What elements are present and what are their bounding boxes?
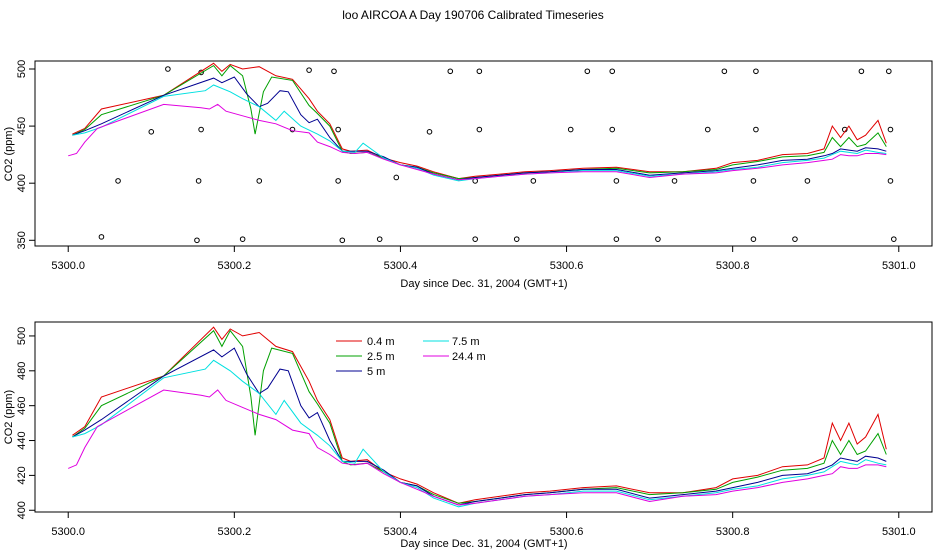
- calibration-point: [567, 126, 574, 133]
- bottom-x-axis-label: Day since Dec. 31, 2004 (GMT+1): [400, 538, 567, 550]
- calibration-point: [858, 68, 865, 75]
- calibration-point: [887, 178, 894, 184]
- calibration-point: [887, 126, 894, 133]
- top-y-axis-label: CO2 (ppm): [3, 127, 15, 181]
- figure-title: loo AIRCOA A Day 190706 Calibrated Times…: [342, 8, 603, 22]
- calibration-point: [753, 68, 759, 75]
- legend-label-2-5m: 2.5 m: [367, 351, 395, 363]
- bottom-series-lines: [68, 326, 887, 508]
- legend-label-5m: 5 m: [367, 366, 385, 378]
- bottom-plot-frame: [34, 321, 933, 513]
- bottom-y-tick-label: 400: [16, 501, 28, 519]
- calibration-point: [476, 126, 483, 133]
- calibration-point: [393, 174, 400, 181]
- calibration-point: [890, 236, 897, 242]
- calibration-point: [98, 234, 105, 240]
- legend-label-24-4m: 24.4 m: [452, 351, 486, 363]
- calibration-point: [331, 68, 337, 75]
- top-series-line-0-4-m: [72, 62, 887, 180]
- bottom-series-line-24-4-m: [68, 389, 887, 506]
- calibration-point: [335, 178, 341, 184]
- calibration-point: [655, 236, 661, 242]
- calibration-point: [750, 178, 757, 184]
- top-calibration-points: [98, 66, 897, 244]
- bottom-y-tick-label: 500: [16, 327, 28, 345]
- top-x-tick-label: 5301.0: [882, 260, 916, 272]
- top-y-axis: 350 400 450 500: [16, 60, 35, 249]
- bottom-x-tick-label: 5300.2: [218, 526, 252, 538]
- bottom-x-tick-label: 5300.6: [550, 526, 584, 538]
- top-x-tick-label: 5300.6: [550, 260, 584, 272]
- bottom-series-line-2-5-m: [72, 329, 887, 504]
- calibration-point: [750, 236, 757, 242]
- calibration-point: [239, 236, 246, 242]
- top-panel: 5300.0 5300.2 5300.4 5300.6 5300.8 5301.0 350…: [3, 60, 933, 290]
- top-y-tick-label: 350: [16, 231, 28, 249]
- calibration-point: [335, 126, 341, 133]
- calibration-point: [195, 178, 202, 184]
- calibration-point: [584, 68, 591, 75]
- calibration-point: [886, 68, 892, 75]
- top-y-tick-label: 450: [16, 117, 28, 135]
- top-series-lines: [68, 62, 887, 182]
- calibration-point: [513, 236, 520, 242]
- top-x-tick-label: 5300.0: [51, 260, 85, 272]
- bottom-x-tick-label: 5301.0: [882, 526, 916, 538]
- calibration-point: [704, 126, 711, 133]
- bottom-x-axis: 5300.0 5300.2 5300.4 5300.6 5300.8 5301.0: [51, 512, 916, 538]
- calibration-point: [165, 66, 171, 72]
- bottom-x-tick-label: 5300.8: [716, 526, 750, 538]
- calibration-point: [613, 236, 620, 242]
- top-series-line-7-5-m: [72, 84, 887, 182]
- bottom-x-tick-label: 5300.0: [51, 526, 85, 538]
- bottom-y-tick-label: 420: [16, 466, 28, 484]
- calibration-point: [671, 178, 678, 184]
- legend-label-7-5m: 7.5 m: [452, 336, 480, 348]
- calibration-point: [339, 237, 346, 244]
- top-x-axis-label: Day since Dec. 31, 2004 (GMT+1): [400, 278, 567, 290]
- top-y-tick-label: 500: [16, 60, 28, 78]
- legend-label-0-4m: 0.4 m: [367, 336, 395, 348]
- calibration-point: [721, 68, 728, 75]
- top-series-line-2-5-m: [72, 64, 887, 180]
- bottom-y-axis: 400 420 440 460 480 500: [16, 327, 35, 519]
- top-x-tick-label: 5300.2: [218, 260, 252, 272]
- bottom-y-tick-label: 460: [16, 396, 28, 414]
- bottom-x-tick-label: 5300.4: [384, 526, 418, 538]
- calibration-point: [530, 178, 537, 184]
- calibration-point: [115, 178, 121, 184]
- bottom-panel: 5300.0 5300.2 5300.4 5300.6 5300.8 5301.0 400…: [3, 321, 933, 550]
- calibration-point: [804, 178, 811, 184]
- calibration-point: [609, 68, 616, 75]
- top-series-line-24-4-m: [68, 103, 887, 181]
- calibration-point: [148, 129, 155, 135]
- calibration-point: [447, 68, 454, 75]
- top-x-axis: 5300.0 5300.2 5300.4 5300.6 5300.8 5301.0: [51, 246, 916, 272]
- calibration-point: [476, 68, 483, 75]
- bottom-series-line-7-5-m: [72, 359, 887, 508]
- calibration-point: [613, 178, 620, 184]
- calibration-point: [194, 237, 200, 244]
- top-x-tick-label: 5300.4: [384, 260, 418, 272]
- calibration-point: [753, 126, 759, 133]
- bottom-y-axis-label: CO2 (ppm): [3, 390, 15, 444]
- top-plot-frame: [34, 60, 933, 247]
- top-x-tick-label: 5300.8: [716, 260, 750, 272]
- calibration-point: [376, 236, 383, 242]
- bottom-y-tick-label: 440: [16, 431, 28, 449]
- calibration-point: [198, 126, 204, 133]
- bottom-y-tick-label: 480: [16, 362, 28, 380]
- legend: 0.4 m 2.5 m 5 m 7.5 m 24.4 m: [336, 336, 486, 378]
- calibration-point: [306, 67, 312, 73]
- top-y-tick-label: 400: [16, 174, 28, 192]
- calibration-point: [609, 126, 616, 133]
- calibration-point: [426, 129, 433, 135]
- calibration-point: [792, 236, 798, 242]
- calibration-point: [472, 236, 478, 242]
- calibration-point: [256, 178, 263, 184]
